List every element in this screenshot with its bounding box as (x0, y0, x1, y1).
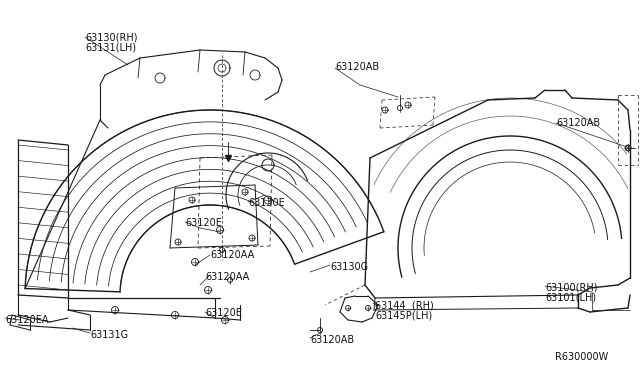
Text: 63144  (RH): 63144 (RH) (375, 300, 434, 310)
Text: 63120AA: 63120AA (210, 250, 254, 260)
Text: 63120EA: 63120EA (5, 315, 49, 325)
Text: 63101(LH): 63101(LH) (545, 292, 596, 302)
Text: 63120E: 63120E (205, 308, 242, 318)
Text: 63130E: 63130E (248, 198, 285, 208)
Text: 63130(RH): 63130(RH) (85, 32, 138, 42)
Text: R630000W: R630000W (555, 352, 608, 362)
Text: 63120E: 63120E (185, 218, 222, 228)
Text: 63131(LH): 63131(LH) (85, 42, 136, 52)
Text: 63120AB: 63120AB (310, 335, 354, 345)
Text: 63120AA: 63120AA (205, 272, 249, 282)
Text: 63120AB: 63120AB (335, 62, 379, 72)
Text: 63120AB: 63120AB (556, 118, 600, 128)
Text: 63145P(LH): 63145P(LH) (375, 310, 432, 320)
Text: 63130G: 63130G (330, 262, 368, 272)
Text: 63100(RH): 63100(RH) (545, 282, 598, 292)
Text: 63131G: 63131G (90, 330, 128, 340)
